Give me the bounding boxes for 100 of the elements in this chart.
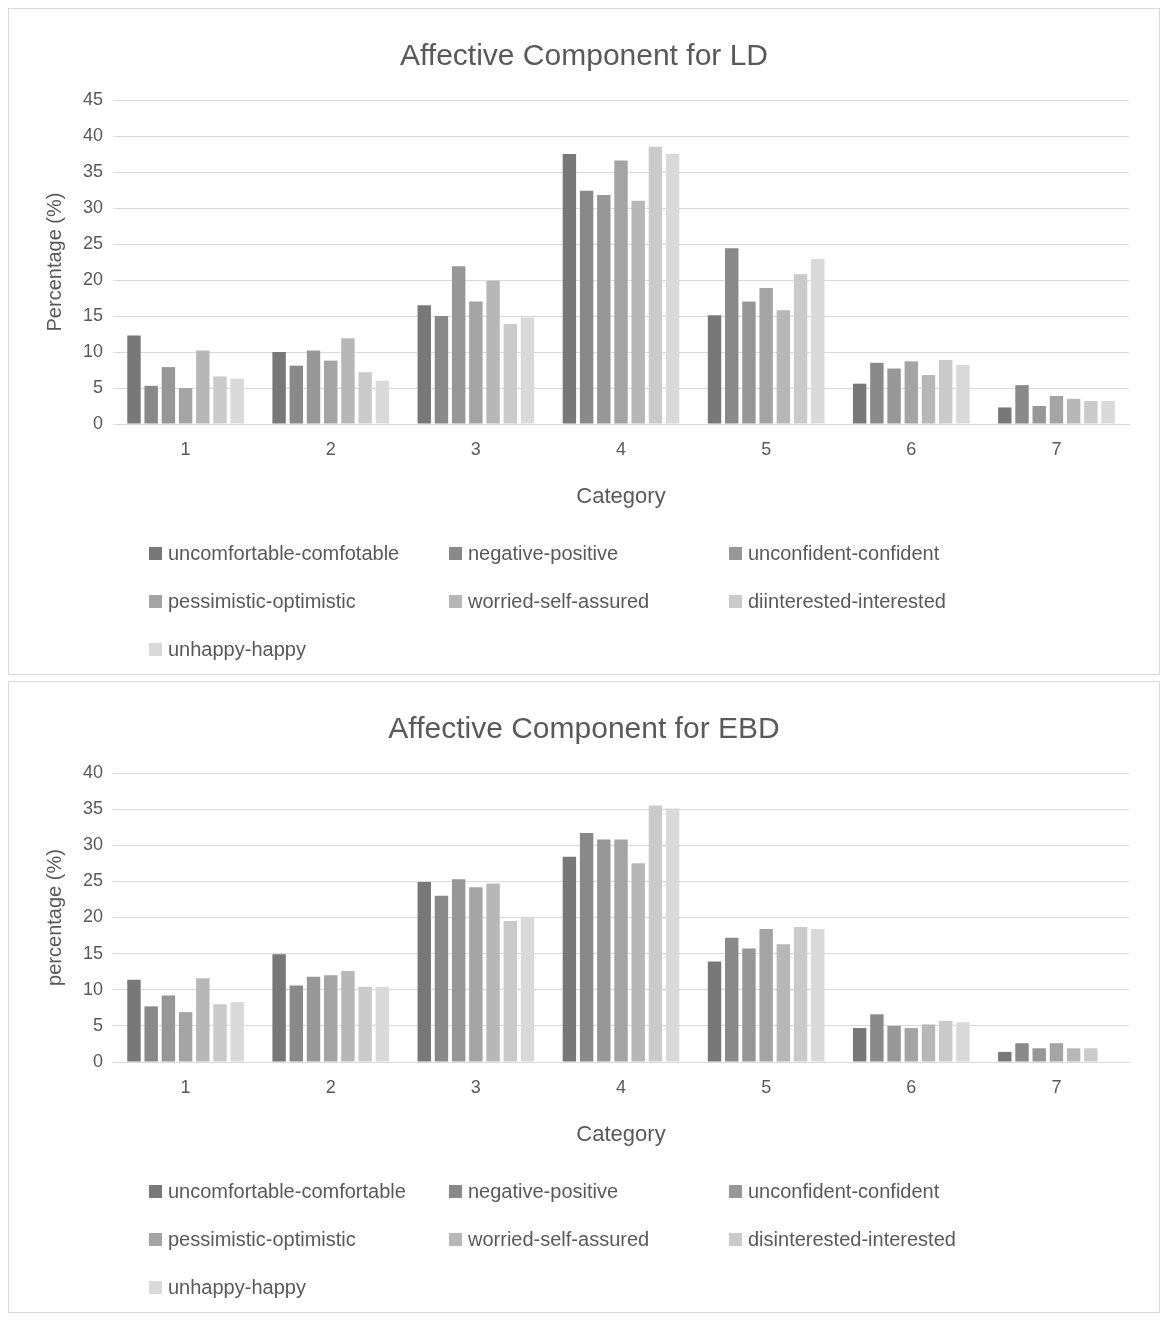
bar: [324, 360, 338, 424]
bar: [648, 805, 663, 1062]
bar: [144, 385, 158, 424]
bar: [614, 839, 628, 1062]
bar: [793, 926, 808, 1062]
bar: [707, 315, 722, 424]
bar: [434, 316, 449, 424]
bar: [1101, 400, 1115, 424]
legend-label: negative-positive: [468, 1179, 619, 1203]
legend-label: worried-self-assured: [468, 1227, 650, 1251]
bar: [127, 335, 141, 424]
bar: [579, 190, 594, 424]
bar: [1032, 1048, 1046, 1062]
bar: [161, 367, 176, 424]
x-tick-label: 1: [180, 1076, 191, 1097]
bar: [503, 323, 517, 424]
legend-label: unhappy-happy: [168, 1275, 306, 1299]
bar: [306, 350, 321, 424]
bar: [341, 970, 355, 1062]
x-axis-title: Category: [576, 1120, 666, 1146]
bar: [178, 388, 193, 424]
x-axis-title: Category: [576, 482, 666, 508]
bar: [306, 976, 321, 1062]
y-tick-label: 20: [82, 268, 104, 289]
bar: [358, 986, 372, 1062]
bar: [213, 1004, 227, 1062]
legend-label: pessimistic-optimistic: [168, 589, 356, 613]
bar: [725, 937, 739, 1062]
bar: [776, 310, 791, 424]
bar: [1084, 400, 1098, 424]
bar: [597, 839, 611, 1062]
y-tick-label: 40: [82, 124, 104, 145]
bar: [127, 979, 141, 1062]
bar: [597, 195, 611, 424]
bar: [1015, 1043, 1029, 1062]
y-tick-label: 30: [82, 834, 104, 855]
bar: [648, 146, 663, 424]
y-tick-label: 5: [93, 376, 104, 397]
bar: [776, 944, 791, 1062]
legend-label: unhappy-happy: [168, 637, 306, 661]
x-tick-label: 6: [906, 438, 917, 459]
bar: [1032, 406, 1046, 424]
bar: [341, 338, 355, 424]
bar: [614, 160, 628, 424]
legend-label: pessimistic-optimistic: [168, 1227, 356, 1251]
chart-title: Affective Component for LD: [400, 38, 768, 72]
x-tick-label: 1: [180, 438, 191, 459]
bar: [324, 975, 338, 1062]
bar: [793, 274, 808, 424]
bar: [1049, 395, 1064, 424]
bar: [1084, 1048, 1098, 1062]
bar: [451, 879, 466, 1062]
chart-title: Affective Component for EBD: [388, 711, 780, 745]
x-tick-label: 4: [616, 438, 627, 459]
bar: [939, 1020, 953, 1062]
bar: [631, 200, 645, 424]
bar: [469, 887, 483, 1062]
bar: [887, 1025, 901, 1062]
bar: [742, 948, 756, 1062]
bar: [469, 301, 483, 424]
bar: [921, 375, 936, 424]
bar: [1049, 1043, 1064, 1062]
bar: [503, 921, 517, 1062]
bar: [417, 305, 431, 424]
bar: [272, 954, 286, 1062]
bar: [852, 383, 867, 424]
bar: [417, 882, 431, 1062]
y-tick-label: 0: [93, 1050, 104, 1071]
y-tick-label: 45: [82, 88, 104, 109]
legend-label: disinterested-interested: [748, 1227, 956, 1251]
bar: [921, 1024, 936, 1062]
x-tick-label: 2: [325, 1076, 336, 1097]
bar: [358, 372, 372, 424]
bar: [707, 961, 722, 1062]
y-tick-label: 5: [93, 1014, 104, 1035]
x-tick-label: 6: [906, 1076, 917, 1097]
legend-label: worried-self-assured: [468, 589, 650, 613]
bar: [870, 1014, 884, 1062]
bar: [725, 248, 739, 424]
x-tick-label: 5: [761, 1076, 772, 1097]
legend-label: negative-positive: [468, 541, 619, 565]
y-tick-label: 25: [82, 232, 104, 253]
legend-label: uncomfortable-comfortable: [168, 1179, 406, 1203]
x-tick-label: 5: [761, 438, 772, 459]
y-axis-title: Percentage (%): [42, 192, 65, 332]
bar: [178, 1012, 193, 1062]
bar: [196, 350, 210, 424]
y-tick-label: 20: [82, 906, 104, 927]
bar: [887, 368, 901, 424]
x-tick-label: 7: [1051, 438, 1062, 459]
bar: [998, 407, 1012, 424]
y-tick-label: 30: [82, 196, 104, 217]
x-tick-label: 3: [470, 438, 481, 459]
bar: [1066, 1048, 1081, 1062]
y-tick-label: 40: [82, 761, 104, 782]
bar: [451, 266, 466, 424]
bar: [562, 856, 577, 1062]
bar: [742, 301, 756, 424]
y-axis-title: percentage (%): [42, 849, 65, 986]
bar: [759, 929, 773, 1062]
